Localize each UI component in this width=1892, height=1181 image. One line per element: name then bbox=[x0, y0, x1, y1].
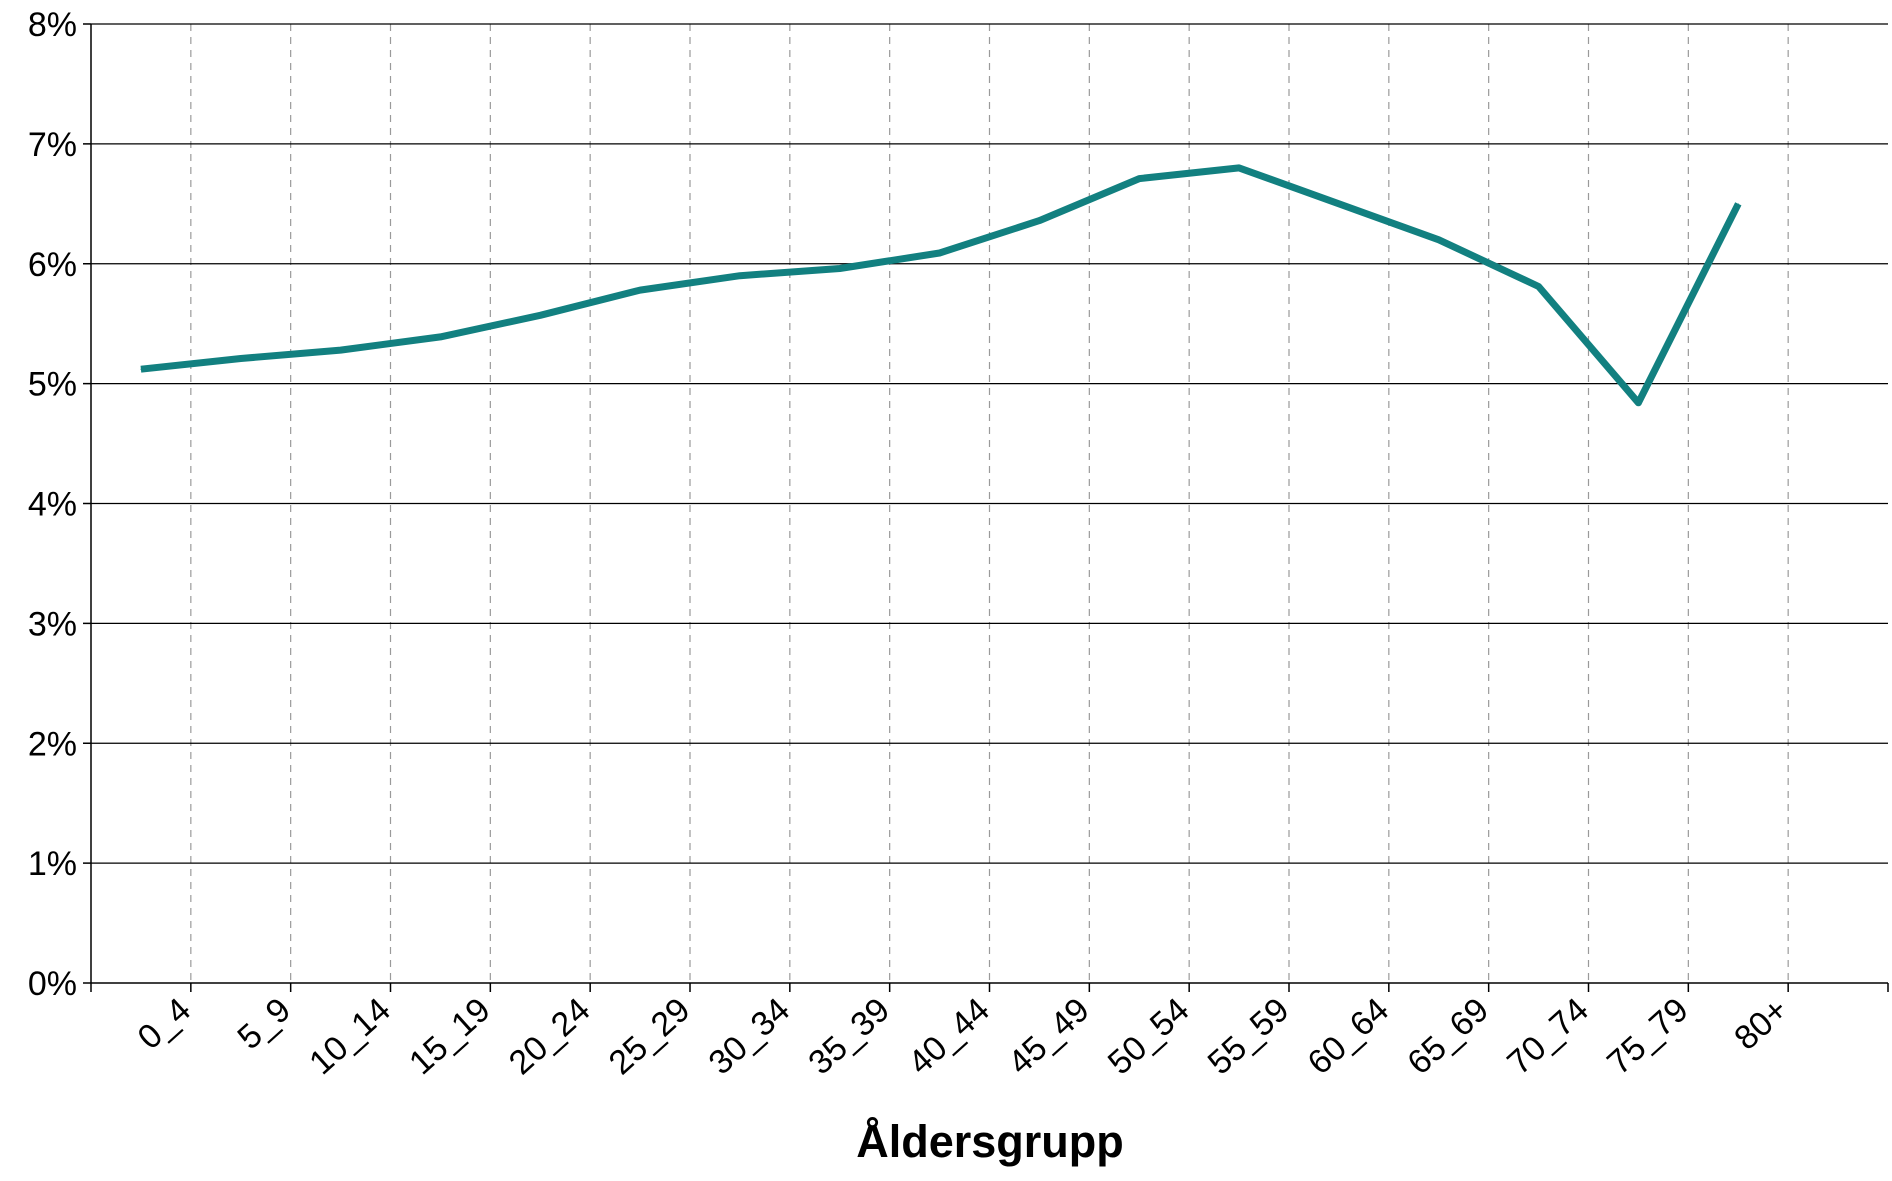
data-point bbox=[839, 268, 841, 270]
x-tick-label: 75_79 bbox=[1600, 991, 1696, 1083]
data-point bbox=[140, 368, 142, 370]
data-point bbox=[1737, 203, 1739, 205]
x-tick-label: 0_4 bbox=[131, 991, 199, 1057]
x-tick-label: 35_39 bbox=[801, 991, 897, 1083]
data-point bbox=[1138, 178, 1140, 180]
x-tick-label: 15_19 bbox=[402, 991, 498, 1083]
x-tick-label: 65_69 bbox=[1400, 991, 1496, 1083]
x-tick-label: 25_29 bbox=[602, 991, 698, 1083]
y-tick-label: 2% bbox=[28, 725, 77, 763]
horizontal-gridlines bbox=[91, 23, 1888, 864]
data-point bbox=[739, 275, 741, 277]
y-tick-label: 5% bbox=[28, 366, 77, 404]
x-tick-label: 80+ bbox=[1727, 991, 1795, 1058]
x-tick-label: 60_64 bbox=[1300, 991, 1396, 1083]
data-point bbox=[439, 336, 441, 338]
data-point bbox=[1038, 220, 1040, 222]
y-tick-label: 8% bbox=[28, 6, 77, 44]
data-point bbox=[1538, 286, 1540, 288]
y-tick-label: 1% bbox=[28, 845, 77, 883]
y-tick-labels: 0% 1% 2% 3% 4% 5% 6% 7% 8% bbox=[28, 6, 77, 1003]
x-tick-label: 5_9 bbox=[230, 991, 298, 1057]
x-tick-label: 45_49 bbox=[1001, 991, 1097, 1083]
y-tick-label: 0% bbox=[28, 965, 77, 1003]
data-point bbox=[539, 314, 541, 316]
data-point bbox=[340, 349, 342, 351]
data-point bbox=[1338, 203, 1340, 205]
series-line bbox=[140, 164, 1742, 407]
y-tick-label: 3% bbox=[28, 605, 77, 643]
x-tick-label: 20_24 bbox=[502, 991, 598, 1083]
data-point bbox=[1438, 239, 1440, 241]
y-tick-label: 6% bbox=[28, 246, 77, 284]
x-tick-label: 10_14 bbox=[302, 991, 398, 1083]
x-tick-label: 70_74 bbox=[1500, 991, 1596, 1083]
x-tick-label: 40_44 bbox=[901, 991, 997, 1083]
x-axis-title: Åldersgrupp bbox=[856, 1116, 1124, 1167]
y-tick-label: 4% bbox=[28, 486, 77, 524]
data-point bbox=[1637, 402, 1639, 404]
vertical-gridlines bbox=[190, 24, 1789, 983]
x-tick-labels: 0_4 5_9 10_14 15_19 20_24 25_29 30_34 35_39 40_4… bbox=[131, 991, 1796, 1083]
x-tick-label: 55_59 bbox=[1201, 991, 1297, 1083]
x-tick-label: 30_34 bbox=[701, 991, 797, 1083]
axes bbox=[83, 23, 1889, 992]
data-point bbox=[1238, 167, 1240, 169]
data-point bbox=[939, 252, 941, 254]
data-point bbox=[639, 289, 641, 291]
y-tick-label: 7% bbox=[28, 126, 77, 164]
data-point bbox=[240, 357, 242, 359]
x-tick-label: 50_54 bbox=[1101, 991, 1197, 1083]
series-layer bbox=[140, 164, 1742, 407]
